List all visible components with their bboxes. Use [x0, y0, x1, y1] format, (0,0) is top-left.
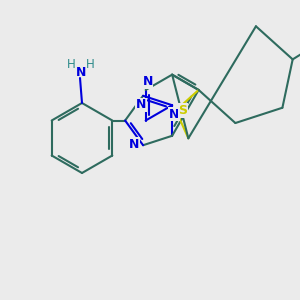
Text: N: N — [129, 138, 139, 151]
Text: N: N — [169, 108, 179, 121]
Text: S: S — [178, 104, 188, 117]
Text: N: N — [76, 65, 86, 79]
Text: N: N — [136, 98, 146, 111]
Text: H: H — [85, 58, 94, 71]
Text: N: N — [142, 75, 153, 88]
Text: H: H — [67, 58, 75, 71]
